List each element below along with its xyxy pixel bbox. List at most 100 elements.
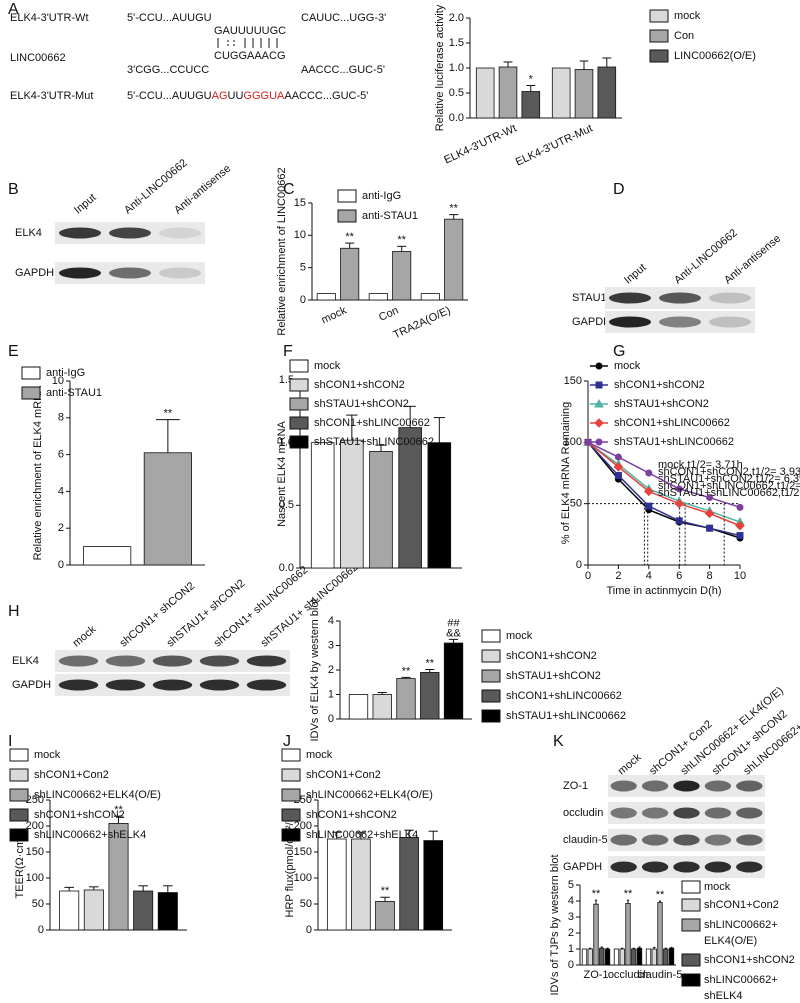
y-tick-label: 2 — [328, 664, 334, 676]
legend-label: shCON1+shLINC00662 — [314, 417, 430, 429]
blot-band — [199, 679, 240, 691]
significance: * — [529, 73, 534, 85]
half-life-label: shSTAU1+shLINC00662,t1/2= 8.96h — [658, 487, 800, 499]
blot-band — [246, 679, 287, 691]
seq: AACCC...GUC-5' — [284, 90, 368, 102]
y-tick-label: 4 — [328, 615, 334, 627]
marker — [736, 532, 744, 540]
bar — [587, 948, 593, 966]
x-tick-label: Con — [377, 304, 400, 323]
y-tick-label: 50 — [32, 898, 44, 910]
blot-band — [736, 807, 763, 819]
y-axis-label: Relative enrichment of LINC00662 — [276, 167, 288, 335]
blot-band — [673, 834, 700, 846]
bar — [398, 427, 422, 569]
seq: CUGGAAACG — [214, 50, 286, 62]
seq: CAUUC...UGG-3' — [301, 12, 386, 24]
bar — [340, 439, 364, 569]
y-axis-label: IDVs of TJPs by western blot — [549, 854, 561, 995]
significance: ** — [624, 888, 633, 900]
panel-label: J — [283, 733, 291, 750]
legend-swatch — [337, 189, 357, 203]
significance: ** — [164, 408, 173, 420]
lane-label: shCON1+ shCON2 — [118, 580, 198, 650]
series-line — [587, 441, 741, 509]
seq-mutation: GGGUA — [243, 90, 285, 102]
x-tick-label: 10 — [734, 570, 746, 582]
bar — [375, 901, 395, 931]
bar — [423, 840, 444, 931]
half-life-label: shSTAU1+shCON2,t1/2= 6.39h — [658, 473, 800, 485]
x-tick-label: mock — [320, 304, 349, 326]
significance: ** — [402, 665, 411, 677]
y-tick-label: 0.5 — [279, 499, 294, 511]
blot-band — [105, 679, 146, 691]
y-tick-label: 50 — [300, 898, 312, 910]
bar — [133, 890, 154, 931]
bar — [599, 947, 605, 966]
y-tick-label: 1 — [328, 688, 334, 700]
marker — [674, 498, 684, 509]
y-tick-label: 0.5 — [449, 87, 464, 99]
legend-label: shLINC00662+ shELK4 — [704, 974, 778, 1002]
y-tick-label: 0.0 — [449, 112, 464, 124]
blot-band — [736, 834, 763, 846]
bar — [348, 694, 369, 720]
legend-label: anti-IgG — [362, 190, 401, 202]
blot-band — [704, 834, 732, 846]
bar — [551, 67, 571, 119]
legend-label-box: shCON1+shCON2 — [704, 954, 795, 966]
lane-label: shSTAU1+ shCON2 — [165, 577, 248, 649]
blot-band — [58, 679, 99, 691]
legend-label: shCON1+shCON2 — [614, 379, 705, 391]
marker — [613, 462, 624, 472]
legend-label: shCON1+shCON2 — [306, 809, 397, 821]
legend-label: shSTAU1+shLINC00662 — [314, 436, 434, 448]
legend-label: mock — [704, 881, 731, 893]
blot-band — [709, 316, 751, 328]
panel-label: D — [613, 181, 625, 198]
panel-label: K — [553, 733, 564, 750]
panel-label: E — [8, 343, 19, 360]
y-axis-label: IDVs of ELK4 by western blot — [309, 598, 321, 741]
bar — [326, 838, 347, 931]
significance: ** — [381, 885, 390, 897]
panel-label: A — [8, 1, 19, 18]
legend-label: shSTAU1+shLINC00662 — [614, 436, 734, 448]
blot-band — [152, 679, 193, 691]
x-tick-label: ZO-1 — [583, 969, 608, 981]
legend-label-box: mock — [704, 881, 731, 893]
legend-label: anti-STAU1 — [362, 210, 418, 222]
blot-band — [159, 267, 201, 279]
bar — [443, 642, 464, 720]
significance: ** — [114, 804, 123, 816]
blot-band — [246, 655, 287, 667]
half-life-label: shCON1+shLINC00662,t1/2= 6.03h — [658, 480, 800, 492]
legend-label: mock — [34, 749, 61, 761]
bar — [310, 442, 335, 569]
legend-marker — [595, 438, 603, 446]
y-tick-label: 0 — [576, 559, 582, 571]
y-tick-label: 100 — [294, 872, 312, 884]
y-tick-label: 10 — [294, 229, 306, 241]
legend-label: Con — [674, 30, 694, 42]
legend-label: mock — [674, 10, 701, 22]
y-tick-label: 0 — [38, 924, 44, 936]
blot-band — [704, 861, 732, 873]
legend-label: shLINC00662+ELK4(O/E) — [306, 789, 433, 801]
bar — [593, 903, 599, 966]
seq: AACCC...GUC-5' — [301, 64, 385, 76]
row-label: GAPDH — [12, 679, 51, 691]
bar — [392, 251, 412, 301]
seq: 3'CGG...CCUCC — [127, 64, 209, 76]
legend-swatch — [649, 9, 669, 23]
y-axis-label: Relative luciferase activity — [434, 4, 446, 131]
y-tick-label: 150 — [564, 375, 582, 387]
legend-swatch — [337, 209, 357, 223]
legend-swatch — [649, 29, 669, 43]
legend-marker — [594, 418, 604, 428]
y-tick-label: 0 — [568, 959, 574, 971]
x-tick-label: 4 — [646, 570, 652, 582]
legend-swatch — [281, 768, 301, 782]
blot-band — [641, 861, 669, 873]
